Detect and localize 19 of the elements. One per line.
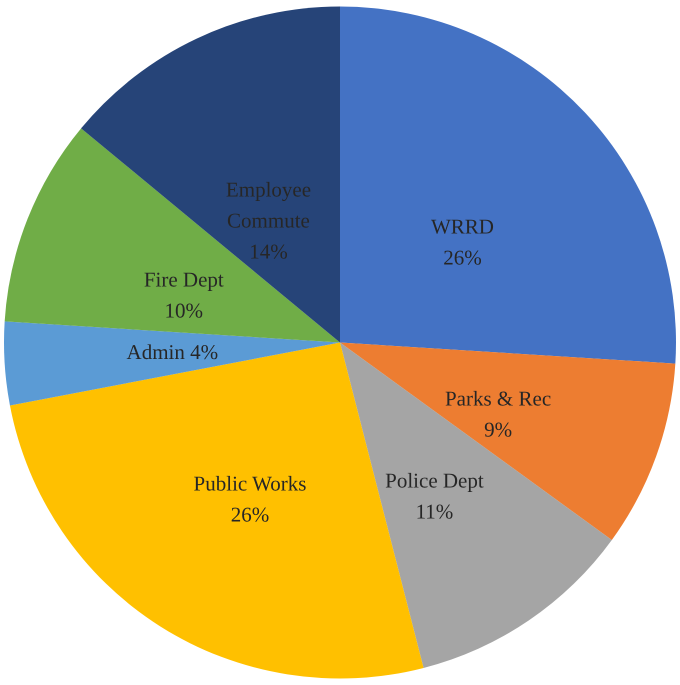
data-label: 9% (484, 417, 512, 442)
slice-label: Police Dept (385, 468, 484, 492)
data-label: 11% (416, 499, 454, 524)
data-label: 10% (164, 298, 204, 323)
data-label: 14% (249, 239, 288, 264)
slice-label: WRRD (430, 214, 494, 238)
pie-slice (340, 342, 612, 668)
pie-slice (340, 6, 676, 364)
data-label: 26% (230, 502, 270, 526)
pie-slice (4, 128, 340, 342)
pie-slice (81, 6, 340, 342)
slice-label: Parks & Rec (444, 386, 552, 410)
slice-label: Public Works (194, 471, 306, 496)
slice-label: Admin 4% (126, 340, 218, 364)
slice-label: Fire Dept (144, 268, 224, 292)
pie-slice (340, 342, 676, 540)
slice-label: Employee Commute (226, 177, 312, 232)
data-label: 26% (443, 245, 482, 270)
pie-slice (4, 321, 340, 406)
